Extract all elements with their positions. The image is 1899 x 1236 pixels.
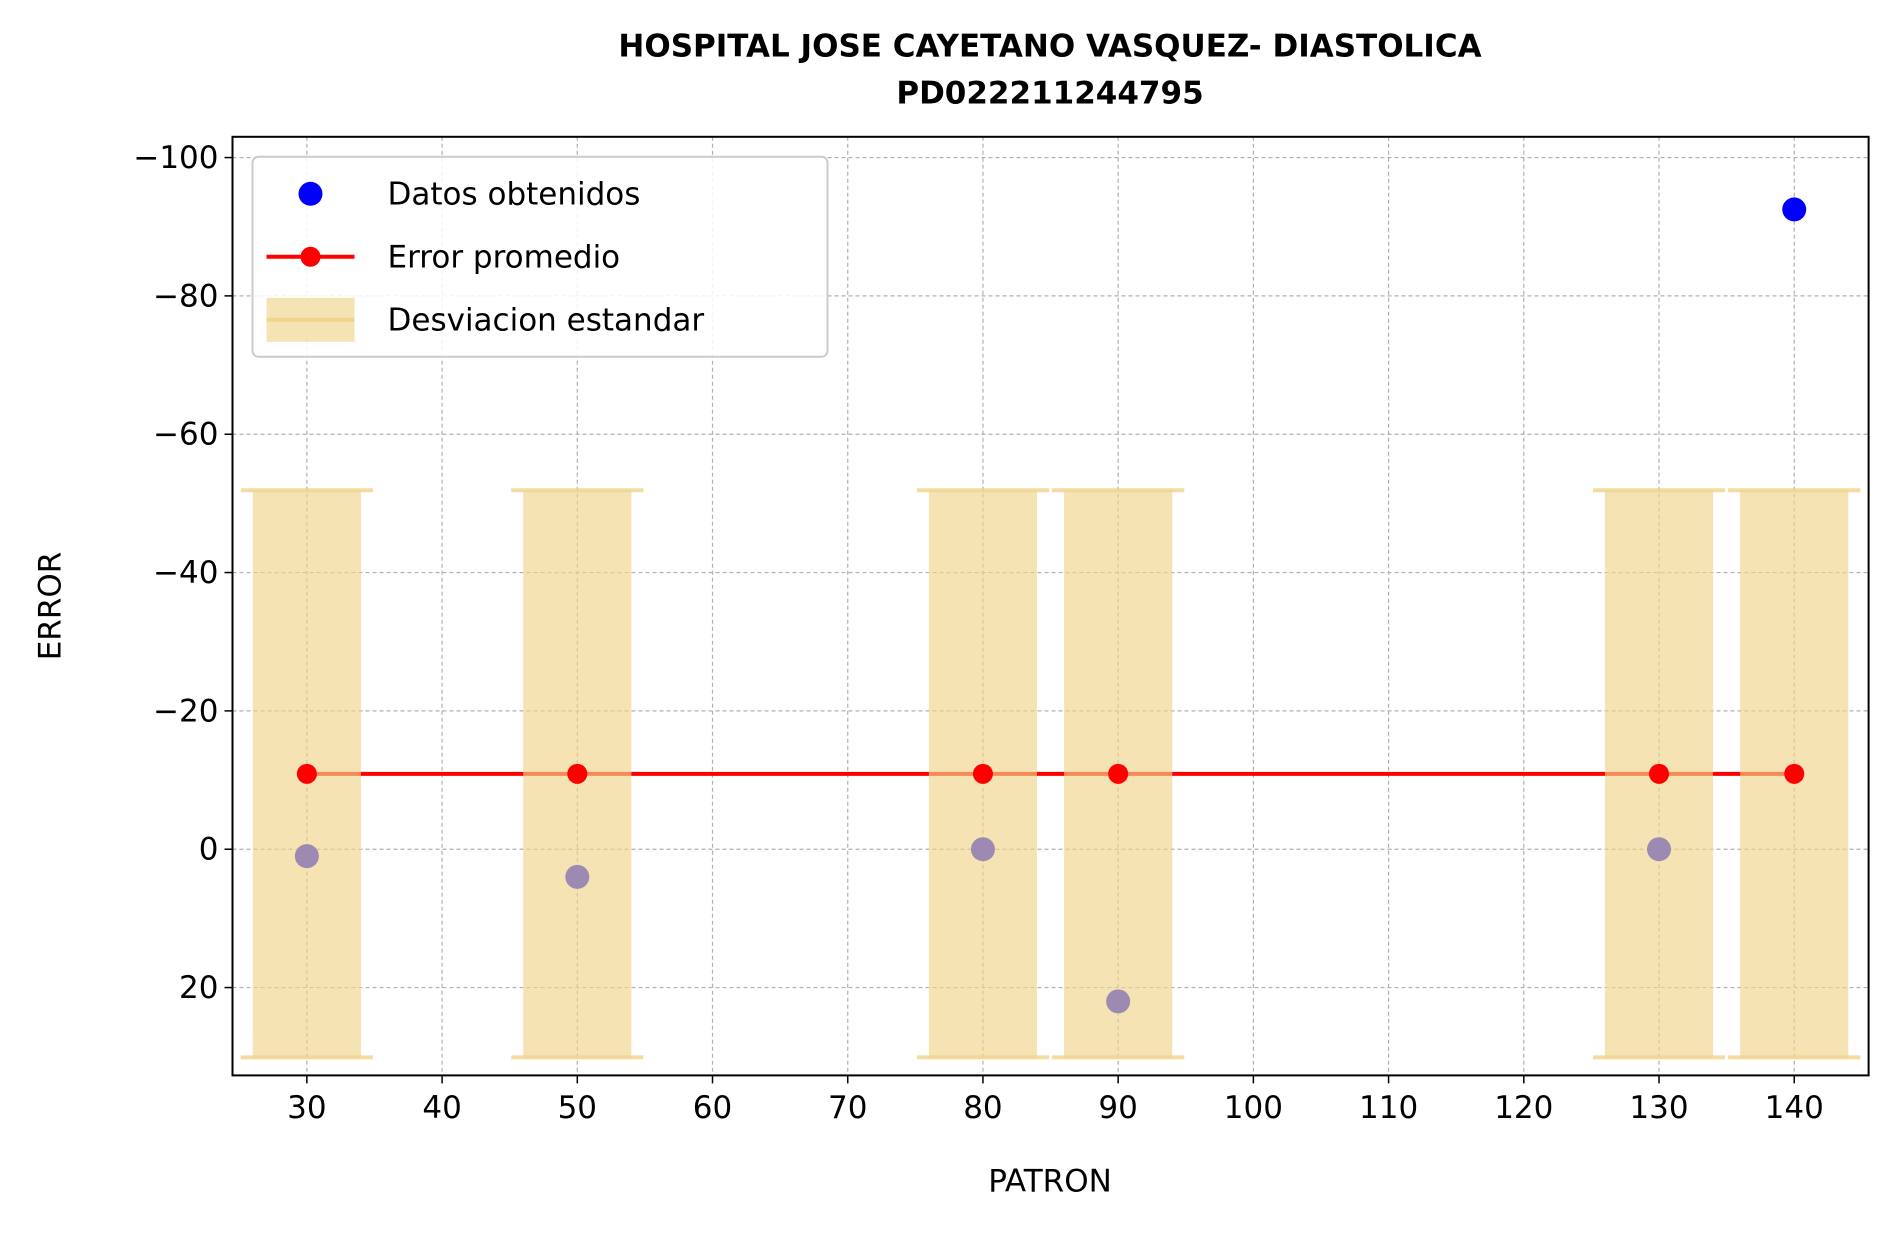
x-tick-label: 50 [558, 1090, 597, 1126]
y-tick-label: −40 [153, 555, 218, 591]
line-marker [567, 763, 588, 784]
y-tick-label: 0 [199, 832, 219, 868]
plot-frame [231, 135, 1870, 1077]
x-tick-label: 130 [1629, 1090, 1688, 1126]
chart-subtitle: PD022211244795 [896, 76, 1203, 112]
x-tick-label: 80 [963, 1090, 1002, 1126]
line-marker [1649, 763, 1670, 784]
x-tick-label: 30 [287, 1090, 326, 1126]
y-tick-label: −100 [133, 140, 218, 176]
x-tick-label: 120 [1494, 1090, 1553, 1126]
line-marker [296, 763, 317, 784]
legend-label: Datos obtenidos [388, 176, 641, 212]
x-tick-label: 70 [828, 1090, 867, 1126]
std-band [1592, 488, 1726, 1060]
x-tick-label: 60 [693, 1090, 732, 1126]
y-axis-label: ERROR [33, 552, 69, 661]
chart-title: HOSPITAL JOSE CAYETANO VASQUEZ- DIASTOLI… [618, 29, 1481, 65]
y-tick-label: −20 [153, 693, 218, 729]
y-tick-label: −80 [153, 278, 218, 314]
legend-label: Error promedio [388, 239, 621, 275]
legend-box [251, 155, 829, 358]
legend-symbol [300, 246, 321, 267]
x-tick-label: 40 [422, 1090, 461, 1126]
legend-symbol [298, 181, 323, 206]
legend-label: Desviacion estandar [388, 302, 705, 338]
y-tick-label: −60 [153, 417, 218, 453]
x-tick-label: 100 [1224, 1090, 1283, 1126]
line-marker [1108, 763, 1129, 784]
x-tick-label: 90 [1098, 1090, 1137, 1126]
x-axis-label: PATRON [988, 1164, 1112, 1200]
scatter-point [1782, 197, 1807, 222]
line-marker [1784, 763, 1805, 784]
line-marker [972, 763, 993, 784]
x-tick-label: 110 [1359, 1090, 1418, 1126]
x-tick-label: 140 [1765, 1090, 1824, 1126]
y-tick-label: 20 [179, 970, 218, 1006]
